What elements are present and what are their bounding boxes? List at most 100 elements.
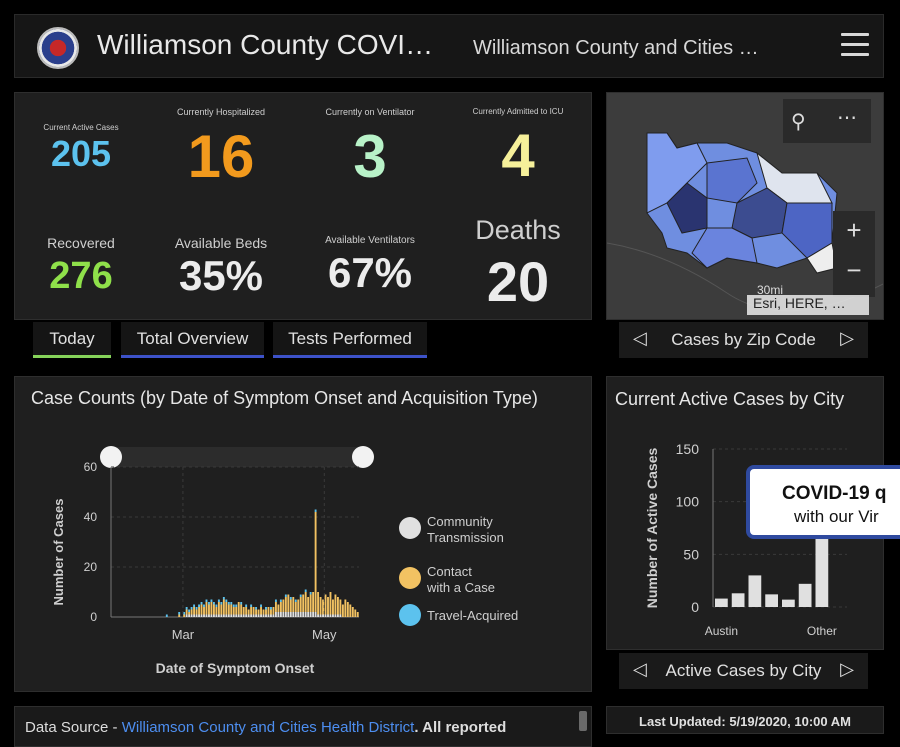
- bar: [252, 607, 255, 615]
- bar: [222, 599, 225, 615]
- bar: [351, 607, 354, 617]
- bar: [327, 597, 329, 615]
- bar: [205, 614, 208, 617]
- y-tick-label: 0: [90, 610, 97, 624]
- legend-label: Travel-Acquired: [427, 608, 518, 623]
- prev-arrow-icon[interactable]: ◁: [633, 659, 647, 679]
- bar: [260, 604, 262, 607]
- bar: [190, 614, 193, 617]
- popup-text: with our Vir: [794, 507, 879, 526]
- tab-total-overview[interactable]: Total Overview: [121, 322, 264, 358]
- stat-recovered-value: 276: [49, 255, 113, 297]
- bar: [250, 614, 253, 617]
- bar: [183, 612, 186, 615]
- bar: [203, 614, 205, 617]
- bar: [284, 612, 287, 617]
- bar: [815, 533, 829, 607]
- tab-today[interactable]: Today: [33, 322, 111, 358]
- zoom-controls: + −: [833, 211, 875, 297]
- bar: [292, 597, 295, 612]
- chatbot-popup[interactable]: COVID-19 q with our Vir: [746, 465, 900, 539]
- bar: [212, 614, 215, 617]
- bar: [327, 614, 329, 617]
- bar: [294, 602, 297, 612]
- bar: [302, 612, 305, 617]
- source-link[interactable]: Williamson County and Cities Health Dist…: [121, 719, 415, 736]
- bar: [314, 612, 317, 617]
- x-tick-label: Other: [807, 624, 837, 638]
- data-source-bar: Data Source - Williamson County and Citi…: [14, 706, 592, 747]
- next-arrow-icon[interactable]: ▷: [840, 659, 854, 679]
- bar: [190, 607, 193, 610]
- bar: [341, 604, 344, 617]
- stat-icu-label: Currently Admitted to ICU: [472, 107, 564, 116]
- bar: [188, 614, 191, 617]
- case-counts-panel: Case Counts (by Date of Symptom Onset an…: [14, 376, 592, 692]
- bar: [257, 609, 260, 615]
- bar: [307, 597, 310, 612]
- bar: [195, 614, 198, 617]
- bar: [210, 614, 213, 617]
- bar: [227, 604, 230, 615]
- zip-code-map[interactable]: ⚲ ⋯ + − 30mi Esri, HERE, …: [606, 92, 884, 320]
- bar: [292, 612, 295, 617]
- y-tick-label: 100: [676, 494, 700, 510]
- bar: [210, 599, 213, 602]
- bar: [225, 602, 228, 615]
- stat-icu: Currently Admitted to ICU 4: [463, 107, 573, 186]
- prev-arrow-icon[interactable]: ◁: [633, 328, 647, 348]
- bar: [245, 607, 248, 615]
- bar: [289, 597, 292, 600]
- bar: [225, 599, 228, 602]
- bar: [217, 614, 220, 617]
- bar: [188, 609, 191, 612]
- bar: [309, 592, 312, 595]
- bar: [212, 604, 215, 615]
- x-tick-label: Austin: [705, 624, 738, 638]
- zoom-in-button[interactable]: +: [846, 215, 862, 245]
- next-arrow-icon[interactable]: ▷: [840, 328, 854, 348]
- range-handle-left[interactable]: [100, 446, 122, 468]
- scrollbar[interactable]: [579, 711, 587, 731]
- bar: [198, 607, 200, 615]
- stat-hospitalized-value: 16: [187, 123, 255, 190]
- y-tick-label: 40: [84, 510, 98, 524]
- bar: [265, 607, 267, 610]
- stat-recovered-label: Recovered: [47, 235, 115, 251]
- search-icon[interactable]: ⚲: [791, 111, 806, 133]
- zip-nav-label: Cases by Zip Code: [671, 330, 816, 349]
- bar: [255, 609, 258, 615]
- range-handle-right[interactable]: [352, 446, 374, 468]
- tab-tests-performed[interactable]: Tests Performed: [273, 322, 427, 358]
- map-attribution[interactable]: Esri, HERE, …: [747, 295, 869, 315]
- zoom-out-button[interactable]: −: [846, 255, 862, 285]
- bar: [307, 612, 310, 617]
- bar: [242, 607, 245, 615]
- bar: [247, 614, 250, 617]
- bar: [265, 609, 267, 615]
- bar: [317, 592, 320, 615]
- bar: [304, 589, 307, 592]
- stat-active-cases: Current Active Cases 205: [25, 123, 137, 172]
- bar: [193, 604, 196, 607]
- bar: [198, 614, 200, 617]
- stat-recovered: Recovered 276: [25, 235, 137, 295]
- bar: [324, 594, 327, 615]
- bar: [332, 599, 334, 615]
- bar: [262, 609, 265, 615]
- bar: [354, 609, 357, 617]
- bar: [262, 614, 265, 617]
- bar: [193, 607, 196, 615]
- more-options-icon[interactable]: ⋯: [837, 107, 857, 129]
- bar: [240, 614, 243, 617]
- bar: [178, 614, 181, 617]
- stat-ventilator-label: Currently on Ventilator: [325, 107, 415, 117]
- hamburger-menu-icon[interactable]: [841, 33, 869, 57]
- bar: [302, 594, 305, 612]
- bar: [270, 614, 272, 617]
- bar: [220, 614, 223, 617]
- bar: [237, 614, 240, 617]
- bar: [314, 509, 317, 512]
- bar: [240, 604, 243, 615]
- stat-icu-value: 4: [501, 122, 535, 189]
